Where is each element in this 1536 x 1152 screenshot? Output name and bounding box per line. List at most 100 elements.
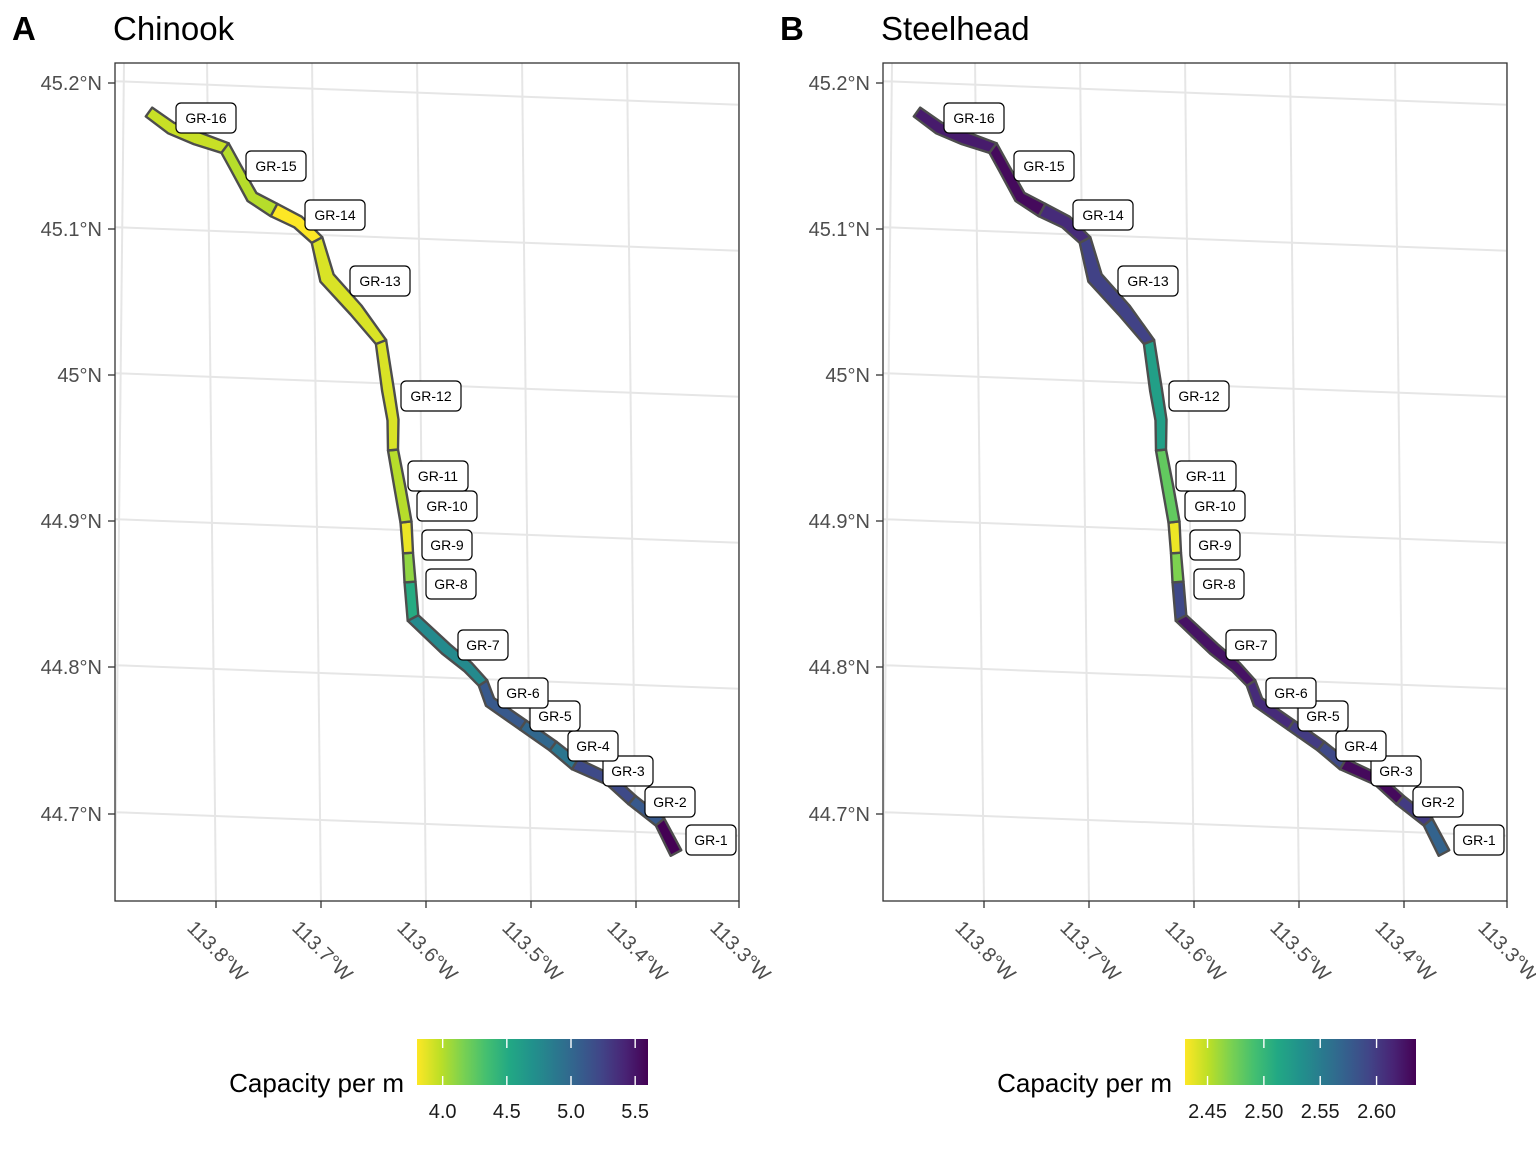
lat-tick-label: 44.8°N: [41, 657, 102, 679]
segment-label: GR-7: [1225, 629, 1277, 661]
lat-gridline: [883, 226, 1507, 252]
segment-label: GR-9: [421, 529, 473, 561]
legend-tick-label: 2.45: [1188, 1101, 1227, 1123]
label-box: [644, 786, 696, 818]
label-box: [349, 265, 411, 297]
lat-gridline: [115, 226, 739, 252]
lat-tick-label: 45.2°N: [41, 73, 102, 95]
label-text: GR-14: [314, 207, 355, 223]
label-text: GR-4: [1344, 738, 1378, 754]
latitude-axis: 45.2°N 45.1°N 45°N 44.9°N 44.8°N 44.7°N: [41, 73, 115, 826]
lon-tick-label: 113.5°W: [497, 917, 566, 986]
label-text: GR-15: [1023, 158, 1064, 174]
label-box: [1117, 265, 1179, 297]
label-text: GR-6: [506, 685, 540, 701]
color-legend: Capacity per m 2.45 2.50 2.55 2.60: [997, 1039, 1416, 1123]
segment-label: GR-2: [1412, 786, 1464, 818]
label-box: [602, 755, 654, 787]
river-segment-gr-10: [1167, 520, 1183, 555]
lon-gridline: [883, 63, 893, 901]
legend-colorbar: [1185, 1039, 1416, 1085]
label-box: [1175, 460, 1237, 492]
lat-gridline: [115, 80, 739, 106]
legend-colorbar: [417, 1039, 648, 1085]
lat-tick-label: 45.2°N: [809, 73, 870, 95]
segment-label: GR-14: [304, 199, 366, 231]
label-text: GR-12: [1178, 388, 1219, 404]
segment-label: GR-13: [349, 265, 411, 297]
segment-label: GR-2: [644, 786, 696, 818]
segment-label: GR-1: [685, 824, 737, 856]
legend-tick-label: 4.5: [493, 1101, 521, 1123]
panel-chinook: A Chinook GR-1GR-2GR-3GR-4GR-5GR-6GR-7GR…: [12, 10, 774, 1123]
legend-tick-label: 5.5: [621, 1101, 649, 1123]
segment-label: GR-15: [1013, 150, 1075, 182]
lat-tick-label: 44.9°N: [809, 511, 870, 533]
river-segment-gr-8: [403, 580, 420, 622]
label-box: [943, 102, 1005, 134]
segment-label: GR-3: [602, 755, 654, 787]
segment-label: GR-10: [1184, 490, 1246, 522]
label-text: GR-6: [1274, 685, 1308, 701]
segment-label: GR-10: [416, 490, 478, 522]
segment-label: GR-6: [1265, 677, 1317, 709]
lon-gridline: [115, 63, 125, 901]
map-panel-border: [114, 62, 740, 902]
label-box: [1168, 380, 1230, 412]
label-text: GR-7: [466, 637, 500, 653]
lon-tick-label: 113.8°W: [182, 917, 251, 986]
lat-tick-label: 44.7°N: [809, 804, 870, 826]
segment-label: GR-4: [1335, 730, 1387, 762]
label-box: [304, 199, 366, 231]
label-box: [1335, 730, 1387, 762]
latitude-axis: 45.2°N 45.1°N 45°N 44.9°N 44.8°N 44.7°N: [809, 73, 883, 826]
segment-label: GR-13: [1117, 265, 1179, 297]
river-segment-gr-10: [399, 520, 415, 555]
longitude-axis: 113.8°W 113.7°W 113.6°W 113.5°W 113.4°W 113.3…: [182, 901, 774, 986]
label-text: GR-8: [1202, 576, 1236, 592]
label-box: [400, 380, 462, 412]
segment-label: GR-7: [457, 629, 509, 661]
lat-tick-label: 45°N: [57, 365, 102, 387]
panel-letter: B: [780, 10, 804, 47]
label-box: [1072, 199, 1134, 231]
label-text: GR-4: [576, 738, 610, 754]
label-text: GR-5: [538, 708, 572, 724]
lon-tick-label: 113.4°W: [602, 917, 671, 986]
segment-label: GR-16: [175, 102, 237, 134]
label-box: [407, 460, 469, 492]
river-segment-gr-9: [401, 551, 417, 584]
label-text: GR-9: [1198, 537, 1232, 553]
lon-gridline: [1289, 63, 1300, 901]
legend-tick-label: 2.60: [1357, 1101, 1396, 1123]
label-box: [567, 730, 619, 762]
segment-label: GR-9: [1189, 529, 1241, 561]
label-text: GR-8: [434, 576, 468, 592]
river-segment-gr-1: [1422, 817, 1451, 857]
segment-labels: GR-1 GR-2 GR-3GR-4GR-5 GR-6 GR-7 GR-8 GR-9 GR-1…: [175, 102, 737, 856]
label-box: [1412, 786, 1464, 818]
segment-label: GR-3: [1370, 755, 1422, 787]
label-text: GR-13: [359, 273, 400, 289]
label-text: GR-14: [1082, 207, 1123, 223]
segment-label: GR-11: [1175, 460, 1237, 492]
lat-tick-label: 45.1°N: [41, 219, 102, 241]
legend-tick-label: 2.55: [1301, 1101, 1340, 1123]
lon-tick-label: 113.3°W: [705, 917, 774, 986]
river-segment-gr-1: [654, 817, 683, 857]
lon-tick-label: 113.4°W: [1370, 917, 1439, 986]
label-text: GR-3: [1379, 763, 1413, 779]
label-text: GR-11: [418, 468, 458, 484]
legend-tick-label: 5.0: [557, 1101, 585, 1123]
panel-letter: A: [12, 10, 36, 47]
river-segment-gr-8: [1171, 580, 1188, 622]
label-box: [1265, 677, 1317, 709]
panel-steelhead: B Steelhead GR-1 GR-2 GR-3GR-4GR-5 GR-6 GR-7…: [780, 10, 1536, 1123]
label-box: [1225, 629, 1277, 661]
lat-gridline: [883, 80, 1507, 106]
lat-gridline: [115, 664, 739, 690]
segment-label: GR-8: [1193, 568, 1245, 600]
lon-tick-label: 113.8°W: [950, 917, 1019, 986]
segment-label: GR-6: [497, 677, 549, 709]
